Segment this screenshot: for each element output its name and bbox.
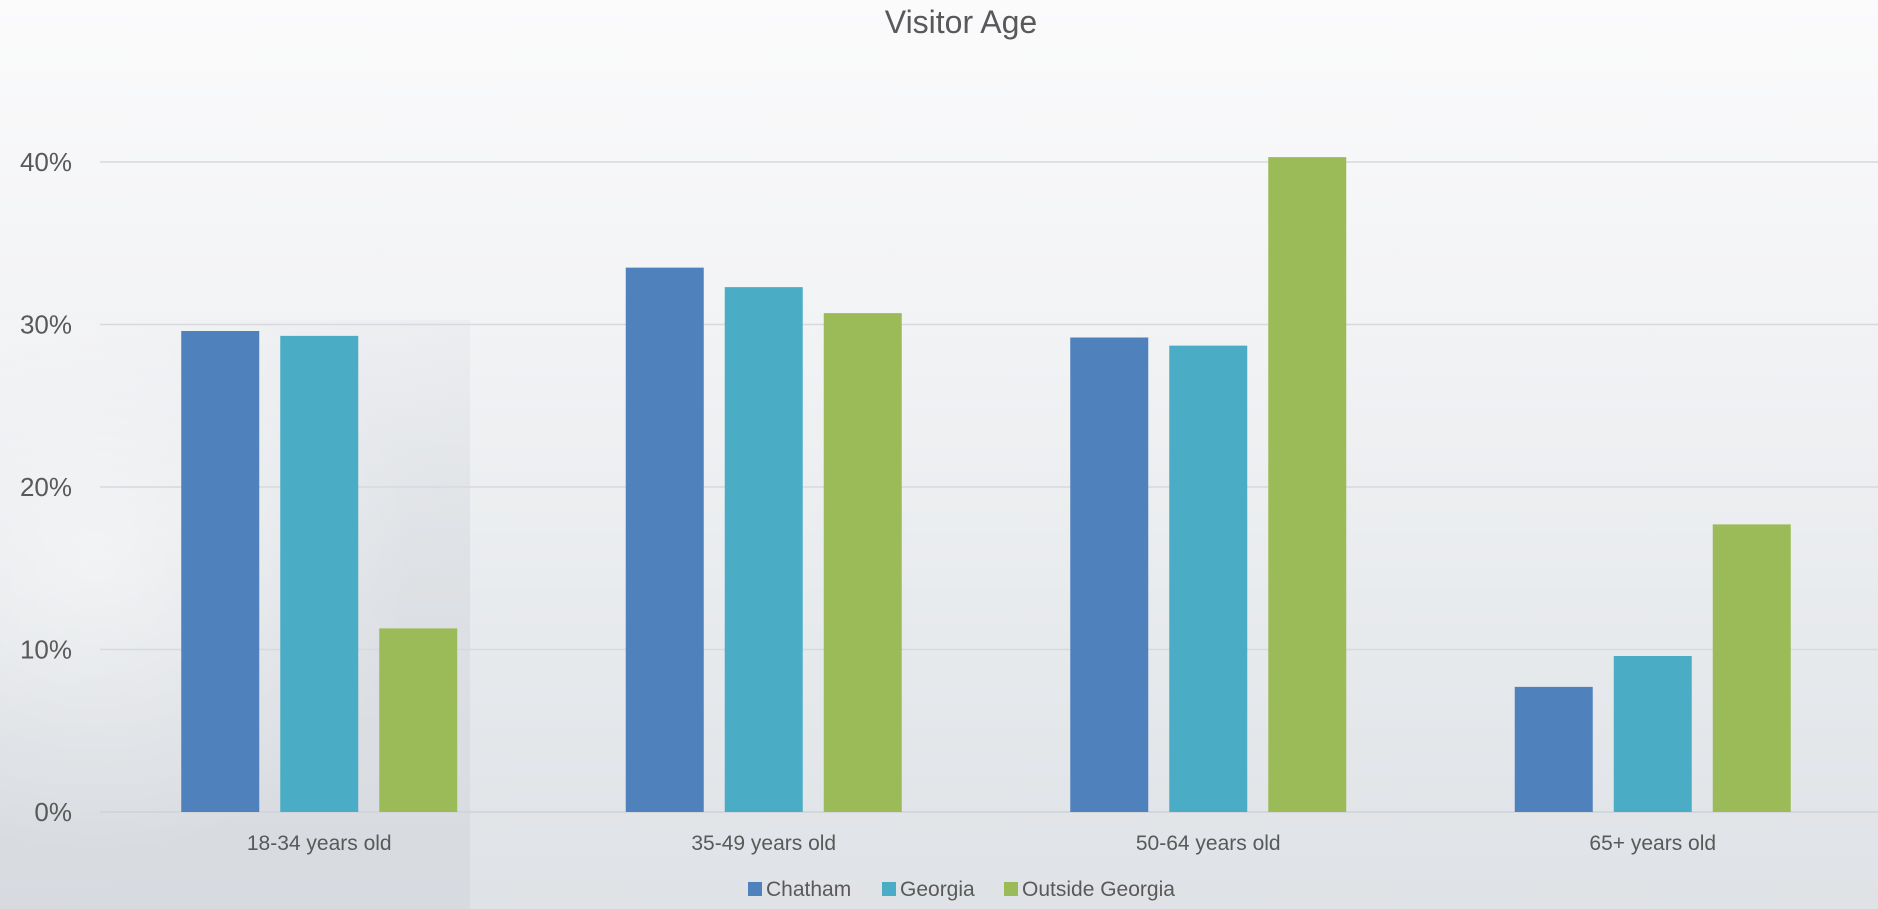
legend: Chatham Georgia Outside Georgia	[748, 878, 1175, 901]
y-tick-label: 30%	[20, 310, 72, 340]
legend-label: Outside Georgia	[1022, 878, 1175, 901]
bar-outside-georgia	[1712, 524, 1791, 812]
legend-swatch	[1004, 882, 1018, 896]
y-tick-label: 40%	[20, 147, 72, 177]
y-tick-label: 20%	[20, 472, 72, 502]
bar-chatham	[1070, 337, 1149, 812]
bar-georgia	[1613, 656, 1692, 812]
bar-outside-georgia	[379, 628, 458, 812]
y-axis-ticks: 0% 10% 20% 30% 40%	[20, 147, 72, 827]
bar-georgia	[280, 335, 359, 812]
y-tick-label: 0%	[34, 797, 72, 827]
bar-outside-georgia	[823, 313, 902, 812]
bar-chatham	[625, 267, 704, 812]
x-tick-label: 65+ years old	[1589, 832, 1716, 855]
y-tick-label: 10%	[20, 635, 72, 665]
x-axis-ticks: 18-34 years old 35-49 years old 50-64 year…	[247, 832, 1716, 855]
gridlines	[100, 161, 1878, 813]
legend-label: Georgia	[900, 878, 975, 901]
chart-title: Visitor Age	[885, 4, 1037, 40]
bar-georgia	[724, 287, 803, 812]
x-tick-label: 50-64 years old	[1136, 832, 1281, 855]
bar-chatham	[181, 331, 260, 812]
bar-georgia	[1169, 345, 1248, 812]
legend-swatch	[882, 882, 896, 896]
legend-label: Chatham	[766, 878, 851, 901]
bar-outside-georgia	[1268, 157, 1347, 812]
bars	[181, 157, 1791, 812]
x-tick-label: 35-49 years old	[691, 832, 836, 855]
bar-chatham	[1514, 686, 1593, 812]
legend-swatch	[748, 882, 762, 896]
x-tick-label: 18-34 years old	[247, 832, 392, 855]
